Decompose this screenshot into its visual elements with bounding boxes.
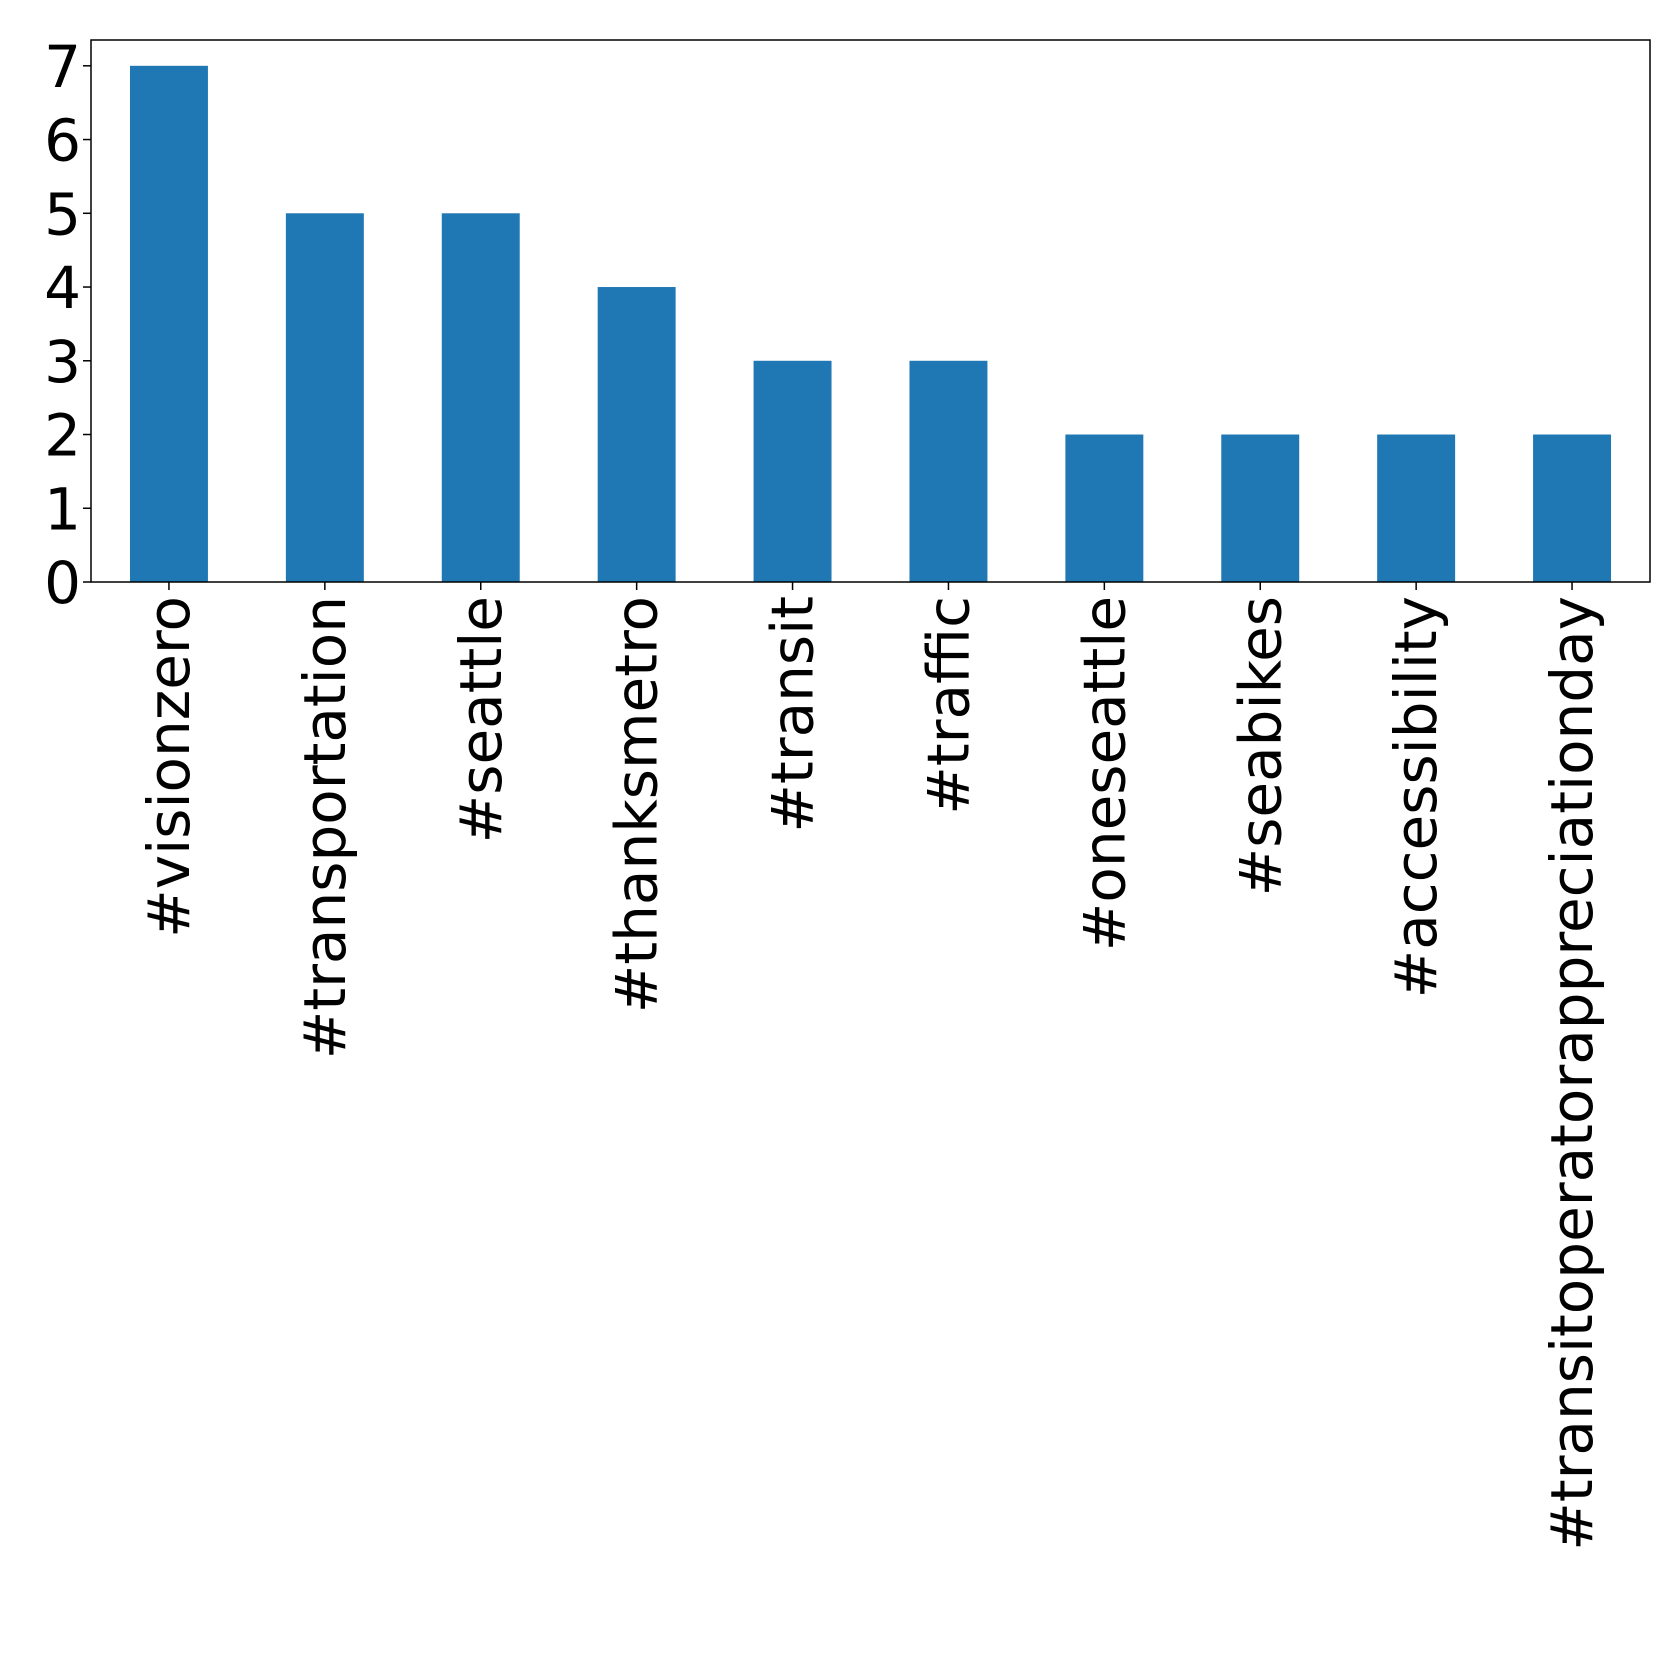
x-tick-label: #traffic bbox=[914, 596, 982, 815]
bar-oneseattle bbox=[1065, 434, 1144, 582]
bar-transit bbox=[753, 360, 832, 582]
bars-group bbox=[129, 65, 1612, 583]
x-tick-label: #accessibility bbox=[1382, 596, 1450, 998]
x-tick-label: #oneseattle bbox=[1070, 596, 1138, 951]
x-tick-label: #thanksmetro bbox=[603, 596, 671, 1013]
bar-seattle bbox=[441, 213, 520, 582]
y-tick-label: 2 bbox=[44, 402, 81, 470]
x-axis: #visionzero #transportation #seattle #thank… bbox=[135, 582, 1606, 1551]
bar-traffic bbox=[909, 360, 988, 582]
y-tick-label: 0 bbox=[44, 549, 81, 617]
y-tick-label: 6 bbox=[44, 107, 81, 175]
bar-accessibility bbox=[1377, 434, 1456, 582]
bar-transportation bbox=[285, 213, 364, 582]
x-tick-label: #transitoperatorappreciationday bbox=[1538, 596, 1606, 1551]
y-tick-label: 3 bbox=[44, 328, 81, 396]
y-tick-label: 4 bbox=[44, 254, 81, 322]
y-tick-label: 1 bbox=[44, 475, 81, 543]
x-tick-label: #visionzero bbox=[135, 596, 203, 938]
bar-visionzero bbox=[129, 65, 208, 583]
x-tick-label: #seabikes bbox=[1226, 596, 1294, 896]
y-tick-label: 5 bbox=[44, 180, 81, 248]
bar-seabikes bbox=[1221, 434, 1300, 582]
bar-transitoperatorappreciationday bbox=[1533, 434, 1612, 582]
bar-thanksmetro bbox=[597, 287, 676, 582]
x-tick-label: #seattle bbox=[447, 596, 515, 843]
plot-frame bbox=[90, 39, 1651, 583]
x-tick-label: #transit bbox=[759, 596, 827, 833]
x-tick-label: #transportation bbox=[291, 596, 359, 1059]
y-tick-label: 7 bbox=[44, 33, 81, 101]
